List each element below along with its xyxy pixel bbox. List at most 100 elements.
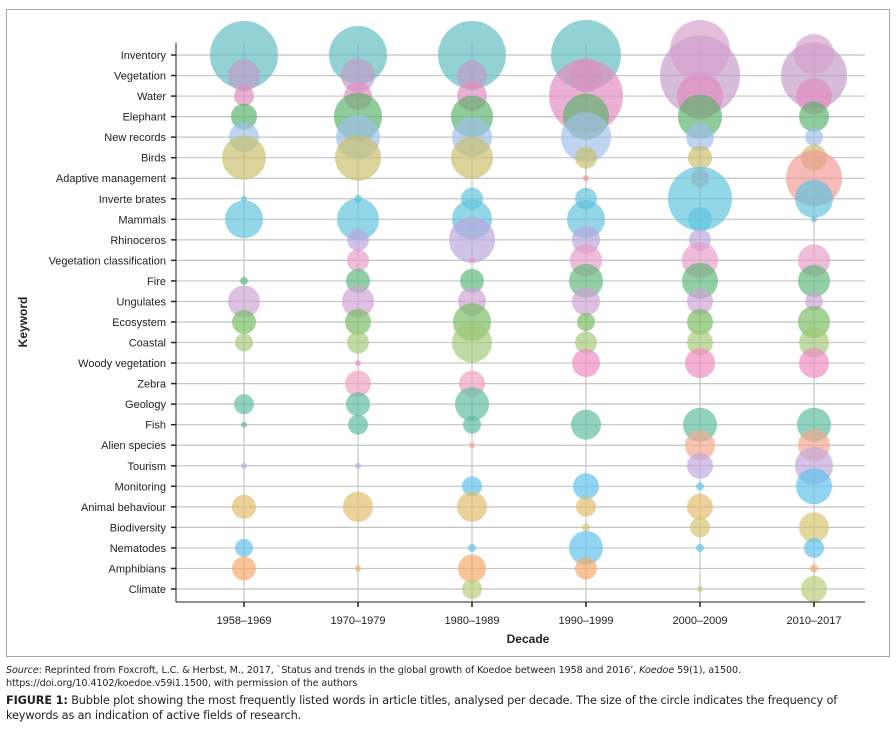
y-tick-label: Vegetation classification: [49, 255, 166, 267]
gridlines: [176, 43, 865, 602]
bubble-inverte-brates-1958–1969: [241, 195, 247, 202]
bubble-coastal-1990–1999: [575, 331, 597, 354]
bubble-inventory-2010–2017: [794, 34, 834, 74]
bubble-elephant-2000–2009: [678, 94, 722, 139]
bubble-fish-1958–1969: [241, 421, 247, 428]
bubble-woody-vegetation-2010–2017: [799, 348, 829, 379]
bubble-vegetation-classification-1980–1989: [469, 257, 475, 264]
bubble-fish-1980–1989: [463, 415, 481, 434]
bubble-alien-species-1980–1989: [469, 442, 475, 449]
bubble-fire-2010–2017: [798, 264, 830, 297]
bubble-nematodes-1980–1989: [468, 543, 476, 552]
bubble-woody-vegetation-1970–1979: [355, 360, 361, 367]
bubble-new-records-2000–2009: [686, 123, 714, 152]
bubble-ungulates-1958–1969: [228, 285, 260, 318]
y-tick-label: Ecosystem: [112, 317, 166, 329]
bubble-inventory-1980–1989: [438, 21, 506, 89]
y-tick-label: Geology: [125, 399, 166, 411]
y-axis-title: Keyword: [16, 297, 30, 348]
figure-caption: FIGURE 1: Bubble plot showing the most f…: [6, 693, 892, 723]
y-tick-label: Climate: [129, 584, 166, 596]
y-tick-label: Woody vegetation: [78, 358, 166, 370]
bubble-birds-1980–1989: [451, 136, 493, 179]
y-tick-label: Inventory: [121, 50, 167, 62]
y-tick-label: Vegetation: [114, 71, 166, 83]
x-tick-labels: 1958–1969 1970–1979 1980–1989 1990–1999 2000…: [216, 615, 841, 627]
bubble-mammals-1958–1969: [225, 200, 263, 239]
bubble-nematodes-1958–1969: [235, 538, 253, 557]
figure-text: Bubble plot showing the most frequently …: [6, 694, 838, 722]
bubble-birds-1970–1979: [335, 134, 381, 181]
y-tick-label: Nematodes: [110, 543, 167, 555]
y-tick-labels: Inventory Vegetation Water Elephant New reco…: [49, 50, 167, 596]
bubble-monitoring-2010–2017: [796, 468, 832, 505]
bubble-chart: Inventory Vegetation Water Elephant New reco…: [16, 20, 865, 646]
x-tick-label: 1970–1979: [330, 615, 385, 627]
bubble-tourism-1958–1969: [241, 462, 247, 469]
bubble-coastal-1980–1989: [452, 322, 492, 363]
bubble-coastal-1970–1979: [347, 331, 369, 354]
source-label: Source: [6, 665, 39, 676]
bubble-animal-behaviour-1970–1979: [343, 491, 373, 522]
bubble-climate-2010–2017: [801, 576, 827, 602]
source-text-1: : Reprinted from Foxcroft, L.C. & Herbst…: [38, 665, 640, 676]
bubble-amphibians-1990–1999: [575, 557, 597, 580]
bubble-fish-1990–1999: [571, 409, 601, 440]
bubble-vegetation-1980–1989: [457, 60, 487, 91]
bubble-zebra-1970–1979: [345, 370, 371, 397]
bubble-geology-1980–1989: [455, 387, 489, 422]
bubble-animal-behaviour-1980–1989: [457, 491, 487, 522]
bubble-animal-behaviour-2000–2009: [687, 493, 713, 520]
bubble-tourism-1970–1979: [355, 462, 361, 469]
bubble-monitoring-1990–1999: [573, 473, 599, 500]
bubble-woody-vegetation-1990–1999: [572, 349, 600, 378]
bubble-biodiversity-2000–2009: [690, 517, 710, 538]
y-tick-label: Tourism: [127, 461, 166, 473]
y-tick-label: Ungulates: [116, 296, 166, 308]
bubble-inventory-1958–1969: [210, 21, 278, 89]
axes: [171, 43, 865, 607]
source-caption: Source: Reprinted from Foxcroft, L.C. & …: [6, 664, 892, 690]
x-axis-title: Decade: [507, 632, 550, 646]
x-tick-label: 2000–2009: [672, 615, 727, 627]
y-tick-label: Fish: [145, 420, 166, 432]
y-tick-label: Alien species: [101, 440, 166, 452]
bubble-mammals-1990–1999: [567, 200, 605, 239]
bubble-vegetation-classification-1970–1979: [347, 249, 369, 272]
bubble-rhinoceros-1970–1979: [347, 228, 369, 251]
bubble-coastal-2010–2017: [799, 327, 829, 358]
source-journal: Koedoe: [639, 665, 675, 676]
bubble-birds-1990–1999: [575, 146, 597, 169]
y-tick-label: Fire: [147, 276, 166, 288]
y-tick-label: Adaptive management: [56, 173, 166, 185]
bubble-vegetation-1970–1979: [341, 58, 375, 93]
bubble-mammals-1970–1979: [337, 198, 379, 241]
bubble-ecosystem-1970–1979: [345, 309, 371, 335]
bubble-inverte-brates-2010–2017: [795, 179, 833, 218]
bubble-amphibians-1980–1989: [458, 554, 486, 583]
bubble-amphibians-2010–2017: [810, 564, 818, 573]
bubble-ungulates-2010–2017: [805, 292, 823, 311]
bubble-birds-1958–1969: [222, 135, 266, 180]
bubble-birds-2000–2009: [688, 145, 712, 170]
y-tick-label: Coastal: [129, 338, 166, 350]
bubble-tourism-2000–2009: [687, 452, 713, 479]
y-tick-label: Biodiversity: [110, 522, 167, 534]
bubble-ungulates-1990–1999: [572, 287, 600, 316]
bubble-alien-species-2000–2009: [685, 430, 715, 461]
x-tick-label: 2010–2017: [786, 615, 841, 627]
bubble-elephant-1958–1969: [231, 103, 257, 130]
bubble-fish-1970–1979: [348, 414, 368, 435]
x-tick-label: 1958–1969: [216, 615, 271, 627]
bubble-inventory-2000–2009: [670, 20, 730, 80]
y-tick-label: Amphibians: [109, 563, 167, 575]
bubble-geology-1970–1979: [346, 392, 370, 417]
bubble-ungulates-2000–2009: [687, 288, 713, 315]
bubble-fire-1990–1999: [569, 263, 603, 298]
bubble-nematodes-1990–1999: [569, 530, 603, 565]
bubble-ecosystem-2000–2009: [687, 309, 713, 335]
figure-label: FIGURE 1:: [6, 694, 68, 707]
bubble-ecosystem-1958–1969: [232, 310, 256, 334]
bubble-ungulates-1970–1979: [342, 285, 374, 318]
bubble-climate-2000–2009: [697, 586, 703, 592]
